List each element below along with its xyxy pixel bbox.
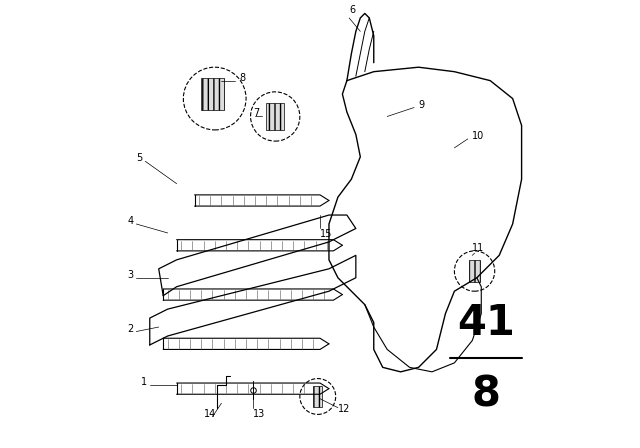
- Text: 14: 14: [204, 409, 216, 418]
- Text: 9: 9: [419, 99, 425, 109]
- Bar: [314, 386, 323, 407]
- Text: 12: 12: [338, 404, 350, 414]
- Text: 6: 6: [349, 5, 355, 15]
- Text: 1: 1: [141, 377, 147, 387]
- Bar: [202, 78, 224, 110]
- Text: 4: 4: [127, 216, 134, 226]
- Text: 2: 2: [127, 323, 134, 333]
- Text: 41: 41: [457, 302, 515, 344]
- Text: 8: 8: [239, 73, 246, 82]
- Text: 8: 8: [471, 373, 500, 415]
- Text: 10: 10: [472, 131, 484, 141]
- Text: 15: 15: [320, 229, 332, 239]
- Text: 5: 5: [136, 153, 143, 163]
- Text: 13: 13: [253, 409, 265, 418]
- Bar: [469, 260, 480, 282]
- Bar: [266, 103, 284, 130]
- Text: 3: 3: [127, 270, 134, 280]
- Text: 11: 11: [472, 243, 484, 253]
- Text: 7: 7: [253, 108, 259, 118]
